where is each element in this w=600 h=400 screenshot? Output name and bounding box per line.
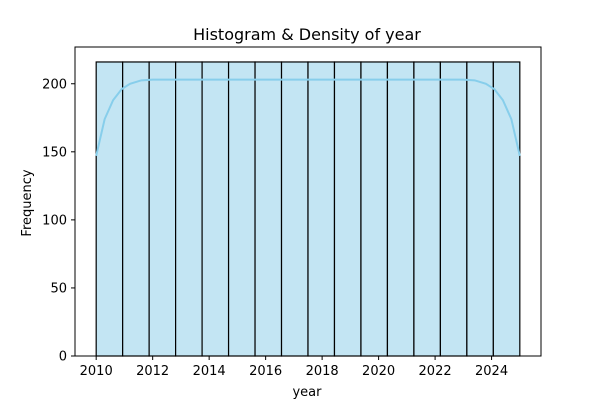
histogram-bar-11 (386, 61, 415, 357)
x-tick-label-2016: 2016 (249, 364, 282, 379)
histogram-bar-7 (280, 61, 309, 357)
histogram-bar-5 (227, 61, 256, 357)
histogram-bar-2 (148, 61, 177, 357)
chart-title: Histogram & Density of year (193, 25, 421, 44)
histogram-bar-10 (360, 61, 389, 357)
histogram-bars (95, 61, 521, 357)
histogram-bar-1 (122, 61, 150, 357)
x-axis-ticks: 2010 2012 2014 2016 2018 2020 2022 2024 (80, 356, 508, 379)
x-tick-label-2022: 2022 (419, 364, 452, 379)
y-tick-label-100: 100 (42, 213, 67, 228)
histogram-bar-0 (95, 61, 124, 357)
histogram-bar-8 (307, 61, 336, 357)
y-tick-label-200: 200 (42, 77, 67, 92)
histogram-bar-3 (175, 61, 203, 357)
x-tick-label-2012: 2012 (136, 364, 169, 379)
y-axis-label: Frequency (20, 169, 35, 236)
y-axis-ticks: 0 50 100 150 200 (42, 77, 75, 365)
histogram-bar-9 (333, 61, 362, 357)
histogram-bar-14 (466, 61, 494, 357)
x-tick-label-2020: 2020 (362, 364, 395, 379)
x-tick-label-2014: 2014 (193, 364, 226, 379)
histogram-bar-6 (254, 61, 283, 357)
x-tick-label-2018: 2018 (306, 364, 339, 379)
x-tick-label-2024: 2024 (475, 364, 508, 379)
histogram-bar-12 (413, 61, 441, 357)
y-tick-label-150: 150 (42, 145, 67, 160)
x-tick-label-2010: 2010 (80, 364, 113, 379)
histogram-bar-15 (492, 61, 521, 357)
histogram-bar-13 (439, 61, 468, 357)
x-axis-label: year (292, 385, 322, 400)
y-tick-label-50: 50 (50, 281, 67, 296)
y-tick-label-0: 0 (59, 350, 67, 365)
histogram-bar-4 (201, 61, 230, 357)
density-curve (95, 78, 521, 157)
plot-area-frame (74, 46, 542, 357)
